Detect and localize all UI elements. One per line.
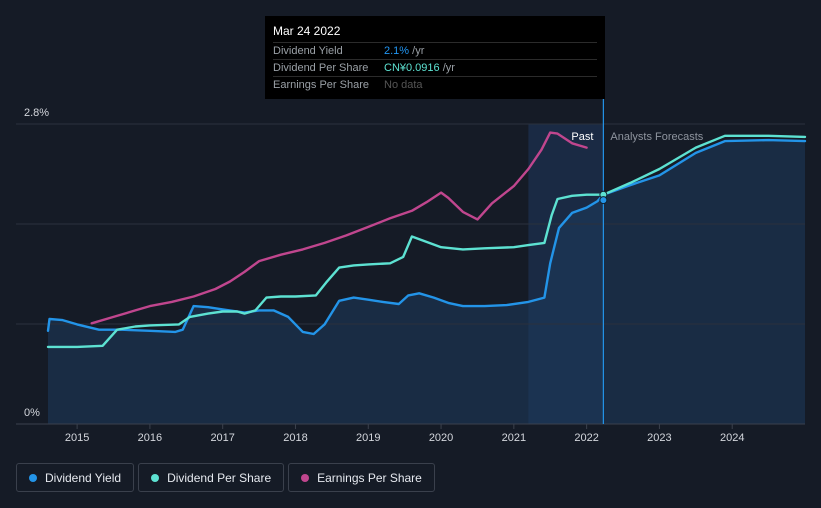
x-tick-label: 2016 (138, 432, 162, 444)
yield-area-fill (48, 140, 805, 424)
tooltip-row-dividend-yield: Dividend Yield 2.1% /yr (273, 42, 597, 59)
x-tick-label: 2020 (429, 432, 453, 444)
legend-label: Dividend Per Share (167, 470, 272, 485)
yield-hover-dot (599, 196, 608, 205)
x-tick-label: 2021 (502, 432, 526, 444)
legend-item-dividend-per-share[interactable]: Dividend Per Share (138, 463, 285, 492)
legend-item-dividend-yield[interactable]: Dividend Yield (16, 463, 135, 492)
tooltip-label: Dividend Yield (273, 45, 343, 57)
tooltip-value: 2.1% (384, 45, 410, 57)
x-tick-label: 2017 (210, 432, 234, 444)
x-tick-label: 2019 (356, 432, 380, 444)
tooltip-row-earnings-per-share: Earnings Per Share No data (273, 76, 597, 93)
legend-item-earnings-per-share[interactable]: Earnings Per Share (288, 463, 435, 492)
tooltip-date: Mar 24 2022 (273, 24, 341, 38)
y-tick-label: 0% (24, 407, 40, 419)
x-tick-label: 2022 (574, 432, 598, 444)
hover-markers (599, 99, 608, 424)
legend-label: Earnings Per Share (317, 470, 422, 485)
forecast-label: Analysts Forecasts (610, 131, 703, 143)
tooltip-label: Earnings Per Share (273, 79, 369, 91)
x-tick-label: 2018 (283, 432, 307, 444)
tooltip-unit: /yr (439, 62, 455, 74)
tooltip-unit: /yr (409, 45, 425, 57)
yield-area (48, 140, 805, 424)
x-tick-label: 2015 (65, 432, 89, 444)
tooltip: Mar 24 2022 Dividend Yield 2.1% /yr Divi… (265, 16, 605, 99)
y-tick-label: 2.8% (24, 107, 49, 119)
legend-dot-icon (151, 473, 160, 482)
earnings-per-share-line (90, 131, 588, 325)
legend-dot-icon (29, 473, 37, 482)
tooltip-value: No data (384, 79, 423, 91)
x-tick-label: 2023 (647, 432, 671, 444)
tooltip-value: CN¥0.0916 (384, 62, 440, 74)
axes: 2015 2016 2017 2018 2019 2020 2021 2022 2023 2024… (24, 107, 744, 444)
legend-label: Dividend Yield (45, 470, 122, 485)
legend-dot-icon (301, 473, 310, 482)
dividend-yield-line (46, 138, 807, 336)
series-lines (46, 131, 807, 349)
dividend-per-share-line (46, 134, 807, 349)
legend: Dividend Yield Dividend Per Share Earnin… (16, 463, 435, 492)
tooltip-row-dividend-per-share: Dividend Per Share CN¥0.0916 /yr (273, 59, 597, 76)
past-label: Past (571, 131, 593, 143)
gridlines (16, 123, 805, 425)
x-tick-label: 2024 (720, 432, 744, 444)
tooltip-label: Dividend Per Share (273, 62, 369, 74)
